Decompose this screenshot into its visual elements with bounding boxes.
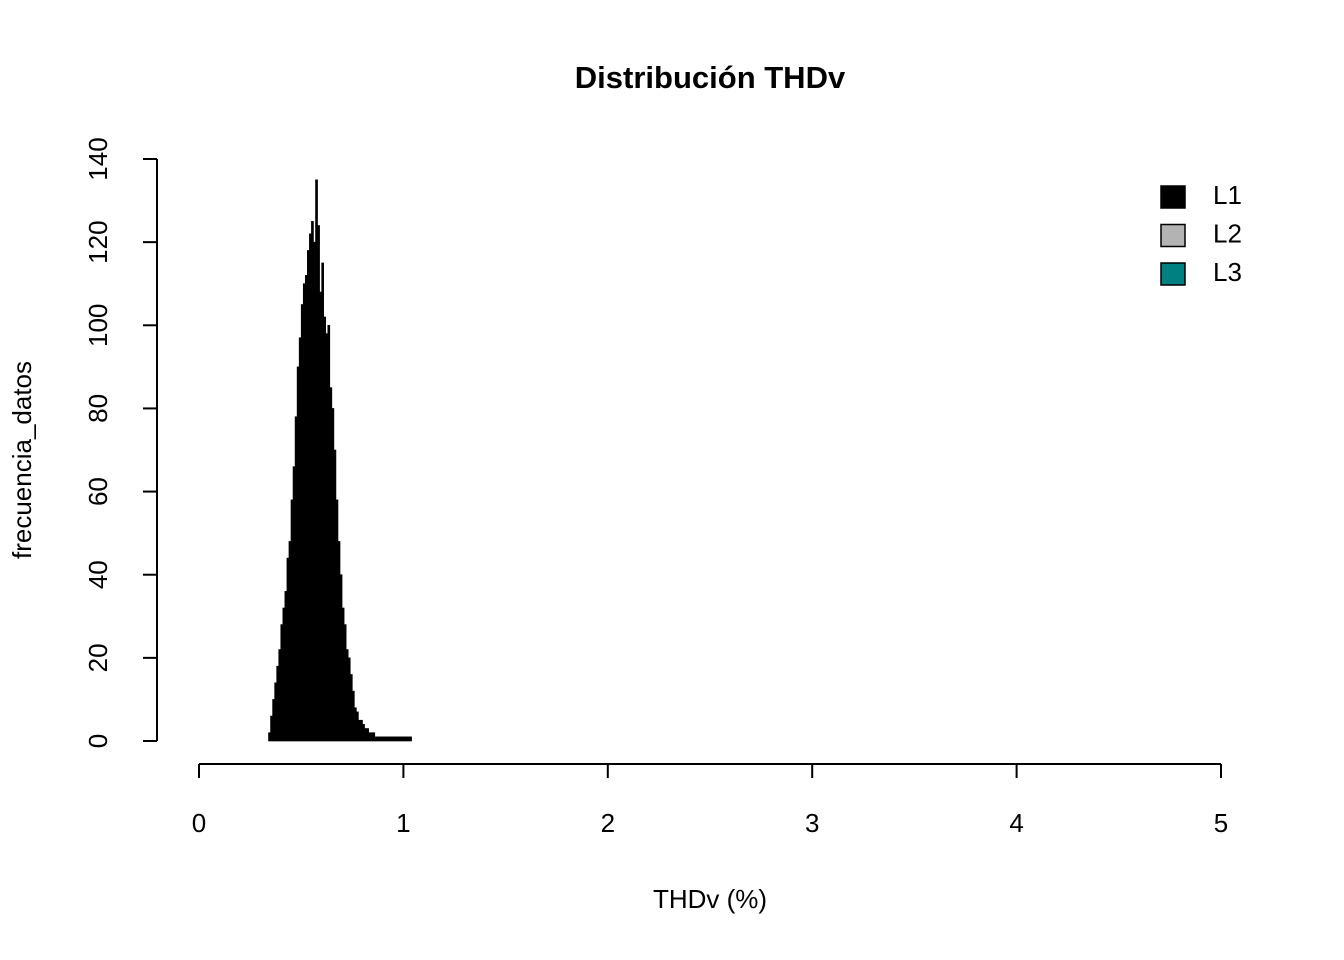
histogram-bar xyxy=(374,736,378,742)
legend-label: L2 xyxy=(1213,218,1242,248)
histogram-bar xyxy=(390,736,394,742)
histogram-bar xyxy=(378,736,382,742)
histogram-bar xyxy=(405,736,408,742)
histogram-bar xyxy=(358,719,361,742)
histogram-bar xyxy=(347,657,351,742)
histogram-bar xyxy=(366,728,369,742)
histogram-bar xyxy=(315,179,318,742)
histogram-bar xyxy=(329,387,333,742)
histogram-bar xyxy=(356,711,359,742)
legend-label: L3 xyxy=(1213,257,1242,287)
histogram-bar xyxy=(311,221,314,742)
histogram-bar xyxy=(386,736,390,742)
histogram-bar xyxy=(327,324,331,742)
histogram-bar xyxy=(323,316,327,742)
histogram-bar xyxy=(272,699,275,742)
y-axis-label: frecuencia_datos xyxy=(7,361,37,559)
histogram-bar xyxy=(296,366,300,742)
chart-title: Distribución THDv xyxy=(575,60,846,95)
histogram-bar xyxy=(362,724,365,742)
histogram-bar xyxy=(384,736,388,742)
y-tick-label: 80 xyxy=(83,394,113,423)
histogram-bar xyxy=(399,736,402,742)
histogram-bar xyxy=(304,275,308,742)
histogram-bar xyxy=(288,541,292,742)
x-axis-label: THDv (%) xyxy=(653,884,767,914)
histogram-bar xyxy=(401,736,404,742)
histogram-bar xyxy=(354,707,357,742)
histogram-bar xyxy=(403,736,406,742)
histogram-bar xyxy=(339,574,343,742)
histogram-bar xyxy=(302,283,306,742)
histogram-bar xyxy=(380,736,384,742)
histogram-bar xyxy=(274,682,277,742)
histogram-bar xyxy=(382,736,386,742)
x-tick-label: 2 xyxy=(601,808,615,838)
histogram-bar xyxy=(286,557,290,742)
histogram-bar xyxy=(309,233,312,742)
histogram-bar xyxy=(392,736,396,742)
y-tick-label: 140 xyxy=(83,137,113,180)
legend-label: L1 xyxy=(1213,180,1242,210)
histogram-bar xyxy=(407,736,410,742)
y-tick-label: 60 xyxy=(83,477,113,506)
histogram-bar xyxy=(394,736,398,742)
histogram-bar xyxy=(331,408,335,742)
x-tick-label: 5 xyxy=(1214,808,1228,838)
histogram-bar xyxy=(313,241,316,742)
y-tick-label: 20 xyxy=(83,643,113,672)
histogram-bar xyxy=(368,732,371,742)
histogram-bar xyxy=(282,607,286,742)
histogram-bar xyxy=(409,736,412,742)
histogram-bar xyxy=(345,649,349,742)
histogram-bar xyxy=(294,416,298,742)
histogram-bar xyxy=(276,665,280,742)
histogram-bar xyxy=(335,499,339,742)
histogram-bar xyxy=(341,607,345,742)
x-tick-label: 0 xyxy=(192,808,206,838)
histogram-bar xyxy=(376,736,380,742)
histogram-bar xyxy=(298,337,302,742)
y-tick-label: 100 xyxy=(83,304,113,347)
legend-swatch xyxy=(1160,185,1186,209)
histogram-bar xyxy=(270,715,273,742)
histogram-bar xyxy=(284,591,288,742)
histogram-bar xyxy=(333,449,337,742)
histogram-bar xyxy=(319,291,322,742)
histogram-bar xyxy=(292,466,296,742)
legend-swatch xyxy=(1160,262,1186,286)
histogram-bar xyxy=(278,649,282,742)
histogram-bar xyxy=(349,674,353,742)
histogram-bar xyxy=(321,262,324,742)
histogram-bar xyxy=(370,732,374,742)
histogram-bar xyxy=(307,250,310,742)
histogram-bar xyxy=(300,304,304,742)
histogram-bar xyxy=(290,499,294,742)
histogram-bar xyxy=(280,624,284,742)
histogram-bar xyxy=(388,736,392,742)
histogram-bar xyxy=(343,624,347,742)
histogram-bar xyxy=(351,690,355,742)
histogram-bar xyxy=(364,728,367,742)
x-tick-label: 1 xyxy=(396,808,410,838)
histogram-bar xyxy=(372,732,376,742)
y-tick-label: 0 xyxy=(83,734,113,748)
histogram-bar xyxy=(360,719,363,742)
x-tick-label: 3 xyxy=(805,808,819,838)
histogram-bar xyxy=(317,225,320,742)
x-tick-label: 4 xyxy=(1009,808,1023,838)
y-tick-label: 120 xyxy=(83,220,113,263)
histogram-bar xyxy=(268,732,271,742)
histogram-bar xyxy=(396,736,400,742)
y-tick-label: 40 xyxy=(83,560,113,589)
histogram-bar xyxy=(325,333,329,742)
legend-swatch xyxy=(1160,223,1186,248)
histogram-bar xyxy=(337,541,341,742)
